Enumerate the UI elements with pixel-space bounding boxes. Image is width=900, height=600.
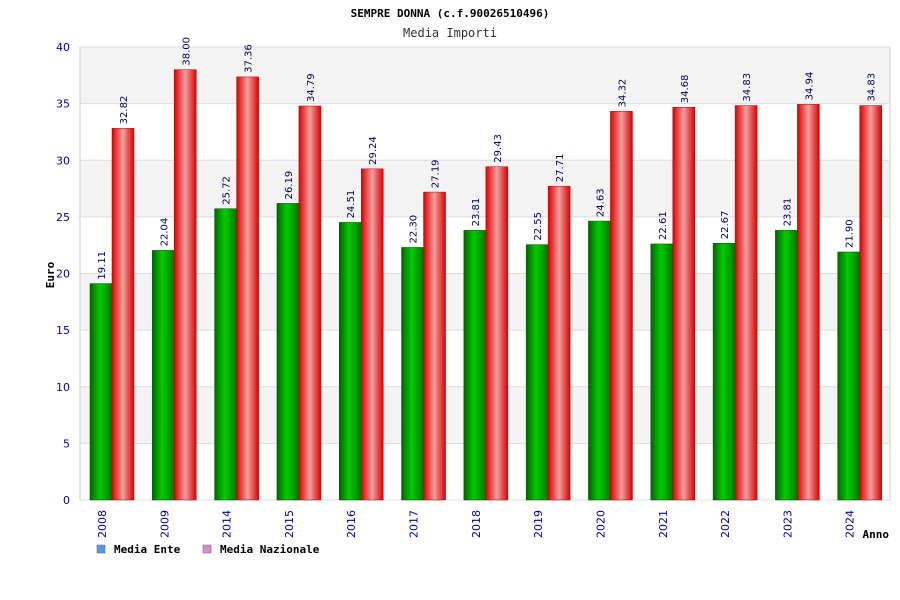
x-tick-label: 2008 xyxy=(96,510,109,538)
y-tick-label: 40 xyxy=(56,41,70,54)
bar-media-ente xyxy=(712,243,736,501)
data-label: 34.32 xyxy=(617,79,628,108)
legend-swatch xyxy=(96,544,106,554)
data-label: 24.63 xyxy=(595,188,606,217)
data-label: 22.67 xyxy=(720,211,731,240)
data-label: 34.83 xyxy=(742,73,753,102)
x-tick-label: 2024 xyxy=(844,510,857,538)
data-label: 34.68 xyxy=(680,75,691,104)
bar-media-nazionale xyxy=(485,166,509,501)
bar-media-nazionale xyxy=(672,106,696,501)
y-tick-label: 10 xyxy=(56,381,70,394)
legend: Media Ente Media Nazionale xyxy=(96,543,320,556)
bar-media-ente xyxy=(89,283,113,501)
bar-media-nazionale xyxy=(734,105,758,501)
data-label: 34.79 xyxy=(306,73,317,102)
y-tick-label: 0 xyxy=(63,494,70,507)
x-axis-ticks: 2008 2009 2014 2015 2016 2017 2018 2019 2020 2021… xyxy=(96,510,857,538)
bar-media-nazionale xyxy=(610,111,633,501)
chart-title: SEMPRE DONNA (c.f.90026510496) xyxy=(351,7,550,20)
y-tick-label: 20 xyxy=(56,268,70,281)
bar-media-nazionale xyxy=(360,168,384,501)
bar-media-nazionale xyxy=(423,191,446,501)
data-label: 25.72 xyxy=(222,176,233,205)
bar-media-ente xyxy=(463,230,487,501)
data-label: 29.24 xyxy=(368,136,379,165)
data-label: 22.55 xyxy=(533,212,544,241)
plot-band xyxy=(80,103,890,161)
data-label: 21.90 xyxy=(845,219,856,248)
plot-band xyxy=(80,160,890,217)
data-label: 22.04 xyxy=(159,218,170,247)
data-label: 23.81 xyxy=(471,198,482,227)
x-tick-label: 2015 xyxy=(283,510,296,538)
bar-media-ente xyxy=(588,220,611,501)
bar-media-ente xyxy=(152,250,175,501)
y-tick-label: 5 xyxy=(63,437,70,450)
x-tick-label: 2021 xyxy=(657,510,670,538)
bar-media-nazionale xyxy=(298,105,322,501)
data-label: 24.51 xyxy=(346,190,357,219)
x-tick-label: 2009 xyxy=(158,510,171,538)
y-tick-label: 25 xyxy=(56,211,70,224)
x-tick-label: 2020 xyxy=(594,510,607,538)
y-axis-label: Euro xyxy=(44,261,57,288)
bar-media-nazionale xyxy=(174,69,197,501)
plot-band xyxy=(80,47,890,104)
legend-label: Media Nazionale xyxy=(220,543,320,556)
chart-subtitle: Media Importi xyxy=(403,26,497,40)
bar-media-nazionale xyxy=(859,105,882,501)
bar-media-ente xyxy=(525,244,549,501)
data-label: 23.81 xyxy=(782,198,793,227)
bar-media-ente xyxy=(775,230,798,501)
data-label: 27.19 xyxy=(431,159,442,188)
bars xyxy=(89,69,882,501)
data-label: 38.00 xyxy=(181,37,192,66)
bar-media-ente xyxy=(276,203,300,501)
bar-media-nazionale xyxy=(236,76,259,501)
bar-media-ente xyxy=(338,222,362,501)
value-labels: 19.11 32.82 22.04 38.00 25.72 37.36 26.19 34.79… xyxy=(97,37,878,280)
x-tick-label: 2014 xyxy=(221,510,234,538)
bar-media-ente xyxy=(650,243,674,501)
data-label: 34.83 xyxy=(867,73,878,102)
data-label: 27.71 xyxy=(555,154,566,183)
data-label: 22.61 xyxy=(658,211,669,240)
bar-media-nazionale xyxy=(547,185,571,501)
data-label: 34.94 xyxy=(804,72,815,101)
data-label: 26.19 xyxy=(284,171,295,200)
y-axis-ticks: 0 5 10 15 20 25 30 35 40 xyxy=(56,41,70,507)
bar-media-ente xyxy=(401,247,424,501)
x-tick-label: 2017 xyxy=(408,510,421,538)
x-tick-label: 2019 xyxy=(532,510,545,538)
data-label: 22.30 xyxy=(409,215,420,244)
data-label: 37.36 xyxy=(244,44,255,73)
bar-media-nazionale xyxy=(797,104,820,501)
x-tick-label: 2022 xyxy=(719,510,732,538)
y-tick-label: 35 xyxy=(56,98,70,111)
bar-media-nazionale xyxy=(111,128,135,501)
legend-swatch xyxy=(202,544,212,554)
data-label: 19.11 xyxy=(97,251,108,280)
bar-media-ente xyxy=(837,251,860,501)
data-label: 29.43 xyxy=(493,134,504,163)
x-tick-label: 2016 xyxy=(345,510,358,538)
x-axis-label: Anno xyxy=(863,528,890,541)
legend-label: Media Ente xyxy=(114,543,181,556)
x-tick-label: 2023 xyxy=(781,510,794,538)
y-tick-label: 15 xyxy=(56,324,70,337)
data-label: 32.82 xyxy=(119,96,130,125)
bar-media-ente xyxy=(214,208,237,501)
y-tick-label: 30 xyxy=(56,154,70,167)
x-tick-label: 2018 xyxy=(470,510,483,538)
